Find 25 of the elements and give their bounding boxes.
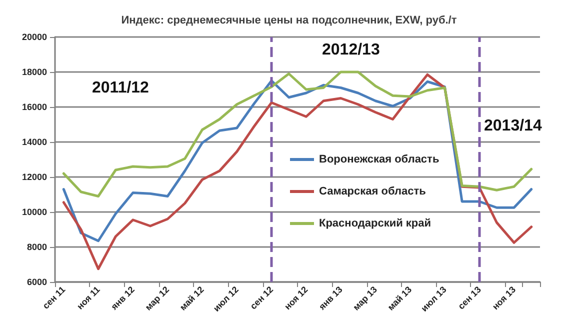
annotation: 2012/13 — [322, 42, 380, 58]
y-tick-label: 12000 — [22, 172, 47, 182]
legend-label: Самарская область — [319, 186, 426, 198]
x-tick-label: янв 12 — [109, 284, 136, 312]
y-tick-label: 10000 — [22, 207, 47, 217]
y-tick-label: 14000 — [22, 137, 47, 147]
legend-label: Краснодарский край — [319, 218, 432, 230]
y-tick-label: 16000 — [22, 102, 47, 112]
y-tick-label: 6000 — [26, 277, 47, 287]
x-tick-label: ноя 13 — [490, 284, 518, 312]
x-tick-label: сен 12 — [248, 284, 276, 312]
annotation: 2011/12 — [92, 80, 150, 96]
annotation: 2013/14 — [484, 118, 542, 134]
x-tick-label: ноя 12 — [282, 284, 310, 312]
x-tick-label: янв 13 — [316, 284, 344, 312]
x-tick-label: сен 11 — [40, 284, 68, 311]
y-tick-label: 8000 — [26, 242, 47, 252]
x-tick-label: мар 12 — [143, 284, 172, 312]
x-tick-label: сен 13 — [456, 284, 483, 312]
legend-label: Воронежская область — [319, 154, 440, 166]
y-tick-label: 18000 — [22, 67, 47, 77]
x-tick-label: мар 13 — [351, 284, 379, 312]
chart-title: Индекс: среднемесячные цены на подсолнечник, EXW, руб./т — [121, 14, 458, 26]
y-tick-label: 20000 — [22, 32, 47, 42]
x-tick-label: ноя 11 — [74, 284, 102, 312]
